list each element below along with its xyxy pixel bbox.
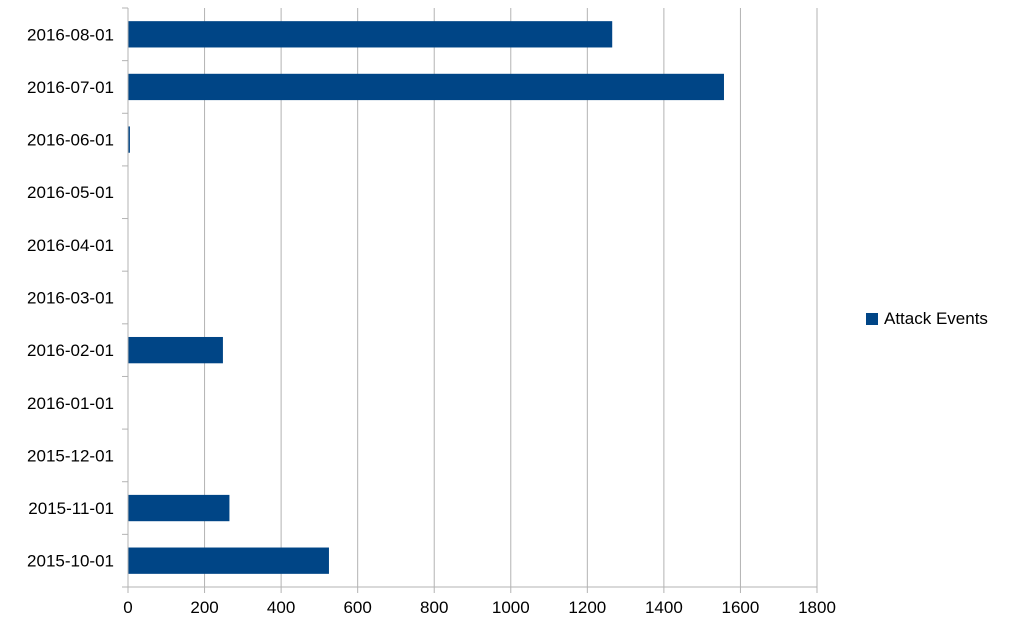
x-tick-label: 600 [343, 598, 371, 617]
x-tick-label: 1200 [568, 598, 606, 617]
legend: Attack Events [866, 309, 988, 329]
y-tick-label: 2016-06-01 [27, 131, 114, 150]
x-tick-label: 1000 [492, 598, 530, 617]
y-tick-label: 2016-07-01 [27, 78, 114, 97]
y-tick-label: 2016-08-01 [27, 25, 114, 44]
x-tick-label: 1600 [722, 598, 760, 617]
y-tick-label: 2016-04-01 [27, 236, 114, 255]
y-tick-label: 2015-10-01 [27, 552, 114, 571]
bar [128, 336, 223, 364]
legend-swatch [866, 313, 878, 325]
bar [128, 126, 130, 153]
y-tick-label: 2015-12-01 [27, 446, 114, 465]
y-tick-label: 2016-01-01 [27, 394, 114, 413]
x-tick-label: 800 [420, 598, 448, 617]
legend-label-attack-events: Attack Events [884, 309, 988, 328]
bar [128, 494, 230, 522]
x-tick-label: 1800 [798, 598, 836, 617]
bar [128, 21, 613, 48]
x-tick-label: 0 [123, 598, 132, 617]
y-tick-label: 2016-03-01 [27, 289, 114, 308]
y-tick-label: 2015-11-01 [28, 499, 114, 518]
bar [128, 73, 724, 101]
y-tick-label: 2016-05-01 [27, 183, 114, 202]
x-tick-label: 200 [190, 598, 218, 617]
bar [128, 547, 329, 574]
x-tick-label: 400 [267, 598, 295, 617]
x-tick-label: 1400 [645, 598, 683, 617]
y-tick-label: 2016-02-01 [27, 341, 114, 360]
